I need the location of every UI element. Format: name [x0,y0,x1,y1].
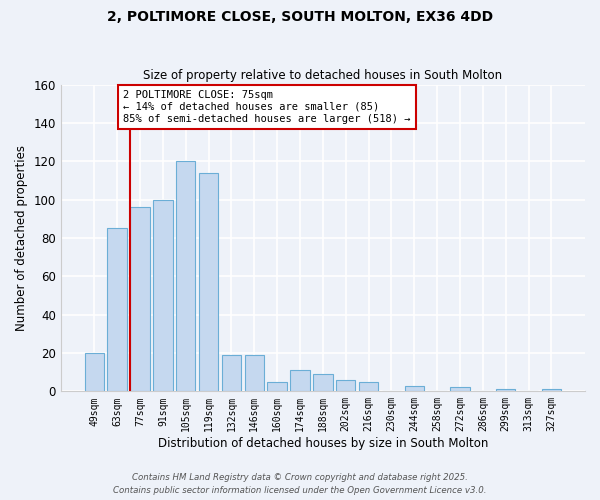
Bar [268,382,287,392]
Bar [153,200,173,392]
Y-axis label: Number of detached properties: Number of detached properties [15,145,28,331]
Bar [176,161,196,392]
Bar [313,374,332,392]
Bar [542,390,561,392]
Bar [290,370,310,392]
Bar [359,382,379,392]
Text: 2, POLTIMORE CLOSE, SOUTH MOLTON, EX36 4DD: 2, POLTIMORE CLOSE, SOUTH MOLTON, EX36 4… [107,10,493,24]
Bar [496,390,515,392]
Text: 2 POLTIMORE CLOSE: 75sqm
← 14% of detached houses are smaller (85)
85% of semi-d: 2 POLTIMORE CLOSE: 75sqm ← 14% of detach… [124,90,411,124]
Bar [245,355,264,392]
Bar [222,355,241,392]
Bar [336,380,355,392]
Bar [199,173,218,392]
Text: Contains HM Land Registry data © Crown copyright and database right 2025.
Contai: Contains HM Land Registry data © Crown c… [113,474,487,495]
Bar [85,353,104,392]
Bar [404,386,424,392]
Bar [451,388,470,392]
Bar [107,228,127,392]
Title: Size of property relative to detached houses in South Molton: Size of property relative to detached ho… [143,69,502,82]
Bar [130,208,150,392]
X-axis label: Distribution of detached houses by size in South Molton: Distribution of detached houses by size … [158,437,488,450]
